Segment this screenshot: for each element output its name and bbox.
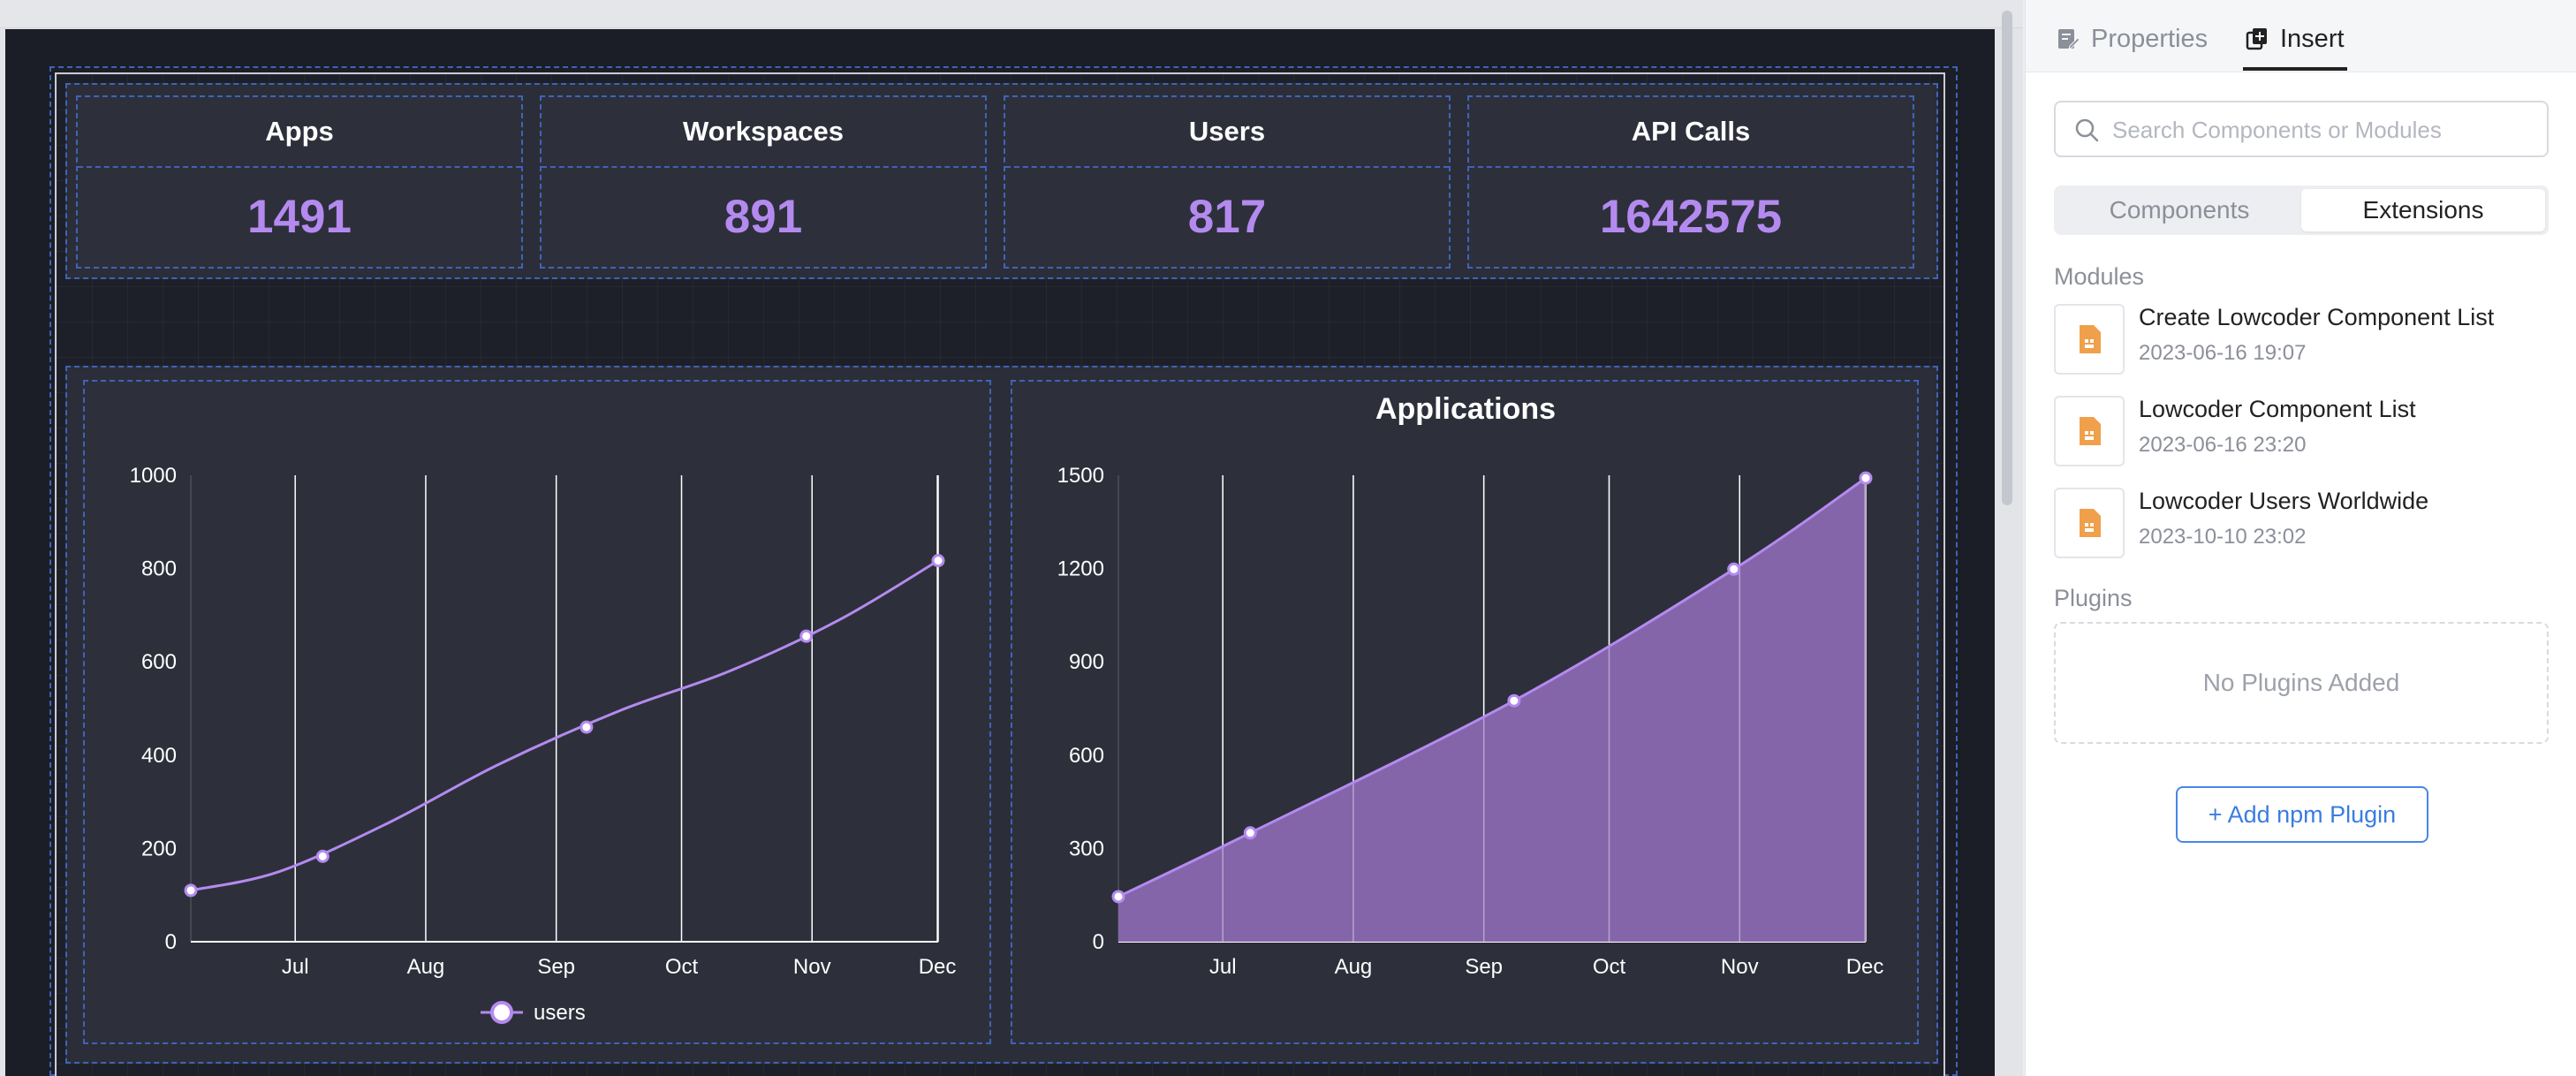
canvas-scrollbar[interactable] [2002, 11, 2012, 505]
module-icon [2054, 396, 2125, 466]
applications-chart-card[interactable]: 0 300 600 900 1200 1500 Jul Aug Sep Oct Nov Dec Appl… [1011, 380, 1919, 1044]
users-line-chart: 0 200 400 600 800 1000 Jul Aug Sep Oct Nov Dec users [130, 464, 957, 1025]
y-tick-label: 0 [1093, 930, 1104, 954]
data-point [1243, 826, 1257, 840]
stat-card-api-calls[interactable]: API Calls 1642575 [1467, 95, 1914, 269]
plugins-empty-state: No Plugins Added [2054, 622, 2549, 744]
module-name: Lowcoder Users Worldwide [2139, 488, 2429, 514]
x-tick-label: Nov [793, 955, 831, 979]
x-tick-label: Aug [407, 955, 445, 979]
y-tick-label: 0 [165, 930, 177, 954]
module-name: Lowcoder Component List [2139, 396, 2416, 422]
stat-value: 1491 [247, 191, 352, 243]
module-item[interactable]: Create Lowcoder Component List 2023-06-1… [2054, 300, 2549, 375]
stat-title: Users [1005, 97, 1449, 168]
search-box[interactable] [2054, 101, 2549, 157]
stat-value: 1642575 [1599, 191, 1783, 243]
data-point [315, 849, 330, 863]
y-tick-label: 400 [141, 744, 177, 768]
y-tick-label: 1500 [1057, 464, 1104, 488]
edit-icon [2058, 29, 2080, 49]
stat-title: API Calls [1469, 97, 1913, 168]
right-panel: Properties Insert Components Extensions … [2025, 0, 2576, 1076]
y-tick-label: 1200 [1057, 557, 1104, 581]
applications-area-chart: 0 300 600 900 1200 1500 Jul Aug Sep Oct Nov Dec Appl… [1057, 392, 1884, 979]
y-tick-label: 800 [141, 557, 177, 581]
tab-insert[interactable]: Insert [2245, 19, 2345, 58]
stat-card-users[interactable]: Users 817 [1004, 95, 1451, 269]
stat-title: Workspaces [542, 97, 985, 168]
panel-tabs: Properties Insert [2026, 0, 2576, 72]
dashboard-grid: Apps 1491 Workspaces 891 Users 817 API C… [55, 72, 1945, 1076]
active-tab-indicator [2243, 67, 2347, 71]
tab-insert-label: Insert [2280, 25, 2345, 53]
y-tick-label: 300 [1069, 837, 1104, 860]
data-point [1727, 562, 1741, 576]
data-point [1111, 890, 1125, 904]
legend-marker [490, 1001, 513, 1024]
x-tick-label: Sep [1465, 955, 1503, 979]
data-point [184, 883, 198, 898]
y-tick-label: 600 [141, 650, 177, 674]
stat-card-apps[interactable]: Apps 1491 [76, 95, 523, 269]
module-date: 2023-06-16 23:20 [2139, 433, 2307, 457]
plugins-heading: Plugins [2054, 585, 2133, 611]
x-tick-label: Oct [665, 955, 699, 979]
segment-control: Components Extensions [2054, 186, 2549, 235]
x-tick-label: Jul [282, 955, 309, 979]
data-point [580, 720, 594, 734]
search-input[interactable] [2112, 113, 2536, 147]
stat-card-workspaces[interactable]: Workspaces 891 [540, 95, 987, 269]
y-tick-label: 600 [1069, 744, 1104, 768]
x-tick-label: Sep [537, 955, 575, 979]
module-name: Create Lowcoder Component List [2139, 304, 2495, 330]
stat-title: Apps [78, 97, 521, 168]
data-point [1507, 693, 1521, 708]
x-tick-label: Dec [919, 955, 957, 979]
module-date: 2023-06-16 19:07 [2139, 341, 2307, 365]
data-point [1859, 471, 1873, 485]
data-point [799, 629, 814, 643]
module-item[interactable]: Lowcoder Users Worldwide 2023-10-10 23:0… [2054, 484, 2549, 558]
tab-properties-label: Properties [2091, 25, 2209, 53]
stat-value: 891 [724, 191, 803, 243]
legend-label: users [534, 1001, 586, 1025]
module-item[interactable]: Lowcoder Component List 2023-06-16 23:20 [2054, 392, 2549, 466]
users-chart-card[interactable]: 0 200 400 600 800 1000 Jul Aug Sep Oct Nov Dec users [83, 380, 991, 1044]
area-fill [1118, 478, 1866, 942]
module-icon [2054, 488, 2125, 558]
y-tick-label: 900 [1069, 650, 1104, 674]
search-icon [2075, 118, 2099, 142]
editor-canvas: Apps 1491 Workspaces 891 Users 817 API C… [0, 0, 2023, 1076]
segment-components[interactable]: Components [2109, 196, 2250, 224]
charts-container[interactable]: 0 200 400 600 800 1000 Jul Aug Sep Oct Nov Dec users… [65, 366, 1938, 1064]
y-tick-label: 200 [141, 837, 177, 860]
x-tick-label: Dec [1846, 955, 1884, 979]
stats-container[interactable]: Apps 1491 Workspaces 891 Users 817 API C… [65, 83, 1938, 279]
stat-value: 817 [1187, 191, 1267, 243]
x-tick-label: Jul [1209, 955, 1237, 979]
data-point [931, 554, 945, 568]
x-tick-label: Aug [1335, 955, 1373, 979]
x-tick-label: Oct [1593, 955, 1626, 979]
insert-icon [2246, 28, 2267, 50]
add-npm-plugin-button[interactable]: + Add npm Plugin [2176, 786, 2428, 843]
tab-properties[interactable]: Properties [2056, 19, 2208, 58]
modules-heading: Modules [2054, 263, 2145, 290]
segment-extensions[interactable]: Extensions [2301, 189, 2545, 231]
module-icon [2054, 304, 2125, 375]
series-line [190, 559, 939, 892]
module-date: 2023-10-10 23:02 [2139, 525, 2307, 549]
canvas-header [0, 0, 2023, 28]
x-tick-label: Nov [1721, 955, 1759, 979]
y-tick-label: 1000 [130, 464, 177, 488]
chart-title: Applications [1375, 392, 1556, 426]
